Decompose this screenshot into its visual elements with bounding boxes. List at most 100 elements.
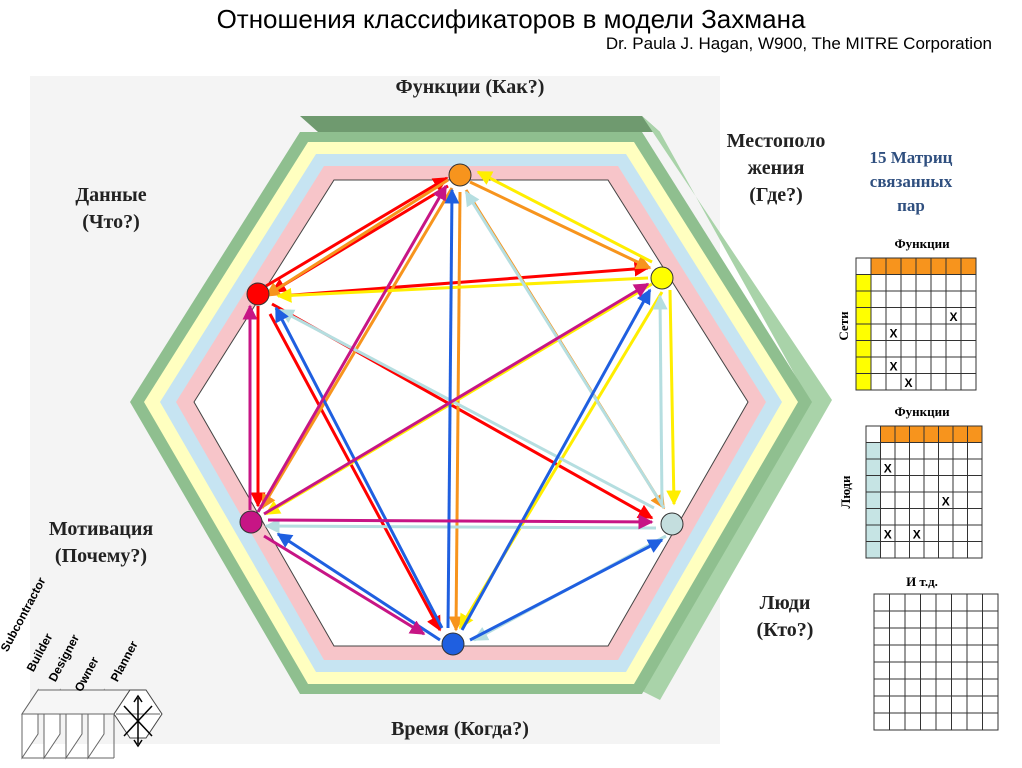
matrix-cell: [966, 661, 983, 680]
matrix-cell: [855, 340, 872, 358]
layers-icon: [21, 688, 163, 760]
matrix-cell: [920, 593, 937, 612]
matrix-cell: [920, 661, 937, 680]
node-motivation: [239, 510, 263, 534]
matrix-cell: [880, 541, 896, 559]
arrow-locations-data: [276, 276, 649, 303]
matrix-cell: [873, 610, 890, 629]
arrow-data-time: [268, 313, 442, 632]
arrow-motivation-time: [263, 534, 426, 636]
matrices-title-line2: связанных: [869, 172, 953, 191]
matrix-cell: [966, 644, 983, 663]
matrix-cell: [909, 541, 925, 559]
matrix-cell: [923, 475, 939, 493]
matrix-cell: [935, 695, 952, 714]
matrix-cell: [938, 425, 954, 443]
matrix-cell: [915, 373, 932, 391]
matrix-cell: [880, 425, 896, 443]
matrix-cell: [885, 274, 902, 292]
label-motivation-line2: (Почему?): [54, 545, 148, 567]
node-locations: [650, 266, 674, 290]
matrix-cell: [967, 442, 983, 460]
label-data: Данные (Что?): [56, 182, 166, 236]
matrix-cell: [945, 323, 962, 341]
matrix-cell: [952, 508, 968, 526]
matrix-cell: [915, 290, 932, 308]
matrix-cell: [982, 627, 999, 646]
matrix-cell: [952, 442, 968, 460]
matrix-cell: [982, 593, 999, 612]
matrix-cell: [930, 373, 947, 391]
matrix-cell: [894, 541, 910, 559]
matrix-cell: [930, 290, 947, 308]
matrix-cell: [967, 425, 983, 443]
matrix3-top-label: И т.д.: [906, 574, 938, 589]
matrix-mark: X: [913, 527, 921, 541]
matrix-cell: [870, 274, 887, 292]
matrix-etc: [873, 593, 999, 731]
matrix-cell: [915, 274, 932, 292]
matrix-cell: [873, 661, 890, 680]
node-data: [246, 282, 270, 306]
matrix-cell: [870, 257, 887, 275]
matrix-cell: [885, 373, 902, 391]
matrix-cell: [967, 524, 983, 542]
arrow-functions-locations: [469, 180, 652, 270]
matrix-cell: [960, 373, 977, 391]
matrix-cell: [904, 695, 921, 714]
matrix-cell: [894, 491, 910, 509]
matrix-cell: [909, 508, 925, 526]
matrix-cell: [880, 491, 896, 509]
matrix-cell: [930, 323, 947, 341]
matrix-cell: [870, 307, 887, 325]
matrix-cell: [855, 274, 872, 292]
matrix-cell: [920, 644, 937, 663]
matrix-cell: [923, 541, 939, 559]
arrow-time-functions: [444, 188, 460, 629]
matrix-cell: [915, 257, 932, 275]
matrix-cell: [952, 425, 968, 443]
matrix-cell: [889, 644, 906, 663]
matrix-cell: [865, 491, 881, 509]
matrix-mark: X: [949, 310, 957, 324]
matrices-title-line3: пар: [897, 196, 925, 215]
matrix-cell: [960, 290, 977, 308]
page-title: Отношения классификаторов в модели Захма…: [216, 4, 806, 34]
matrix-cell: [865, 508, 881, 526]
matrix-cell: [855, 356, 872, 374]
matrix-cell: [951, 593, 968, 612]
matrix-cell: [935, 627, 952, 646]
matrix-cell: [870, 323, 887, 341]
matrix-cell: [880, 508, 896, 526]
matrix-cell: [855, 257, 872, 275]
matrix-cell: [945, 340, 962, 358]
matrix-cell: [982, 678, 999, 697]
matrix-cell: [960, 274, 977, 292]
matrix-cell: [900, 307, 917, 325]
matrix-cell: [935, 678, 952, 697]
arrow-motivation-functions: [256, 184, 448, 513]
label-people-line2: (Кто?): [756, 619, 814, 641]
relationship-arrows: [242, 170, 682, 642]
matrix-cell: [967, 491, 983, 509]
matrix-cell: [904, 712, 921, 731]
matrix-cell: [938, 458, 954, 476]
matrices-title: 15 Матриц связанных пар: [846, 146, 976, 218]
matrix-cell: [894, 524, 910, 542]
matrix-cell: [889, 712, 906, 731]
matrix-cell: [915, 356, 932, 374]
matrix-cell: [904, 610, 921, 629]
matrix-cell: [923, 508, 939, 526]
matrix-cell: [930, 340, 947, 358]
arrow-locations-functions: [476, 170, 653, 264]
matrix1-top-label: Функции: [894, 236, 950, 251]
matrix-cell: [904, 644, 921, 663]
arrow-time-data: [274, 306, 444, 629]
label-motivation: Мотивация (Почему?): [26, 516, 176, 570]
matrix-cell: [920, 712, 937, 731]
matrix-cell: [938, 541, 954, 559]
node-functions: [448, 163, 472, 187]
matrix-cell: [952, 475, 968, 493]
